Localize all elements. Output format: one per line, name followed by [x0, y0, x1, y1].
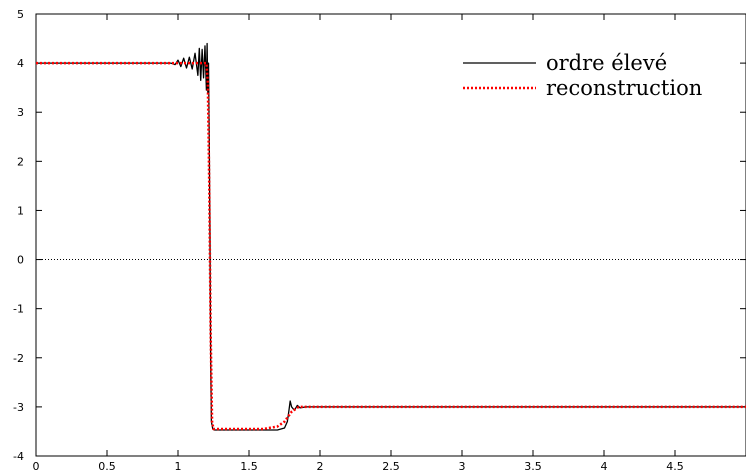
series-line-0: [36, 42, 746, 431]
x-tick-label-8: 4: [601, 460, 608, 473]
x-tick-label-4: 2: [317, 460, 324, 473]
series-layer: [36, 42, 746, 431]
x-tick-label-2: 1: [175, 460, 182, 473]
y-tick-label-3: -1: [13, 303, 24, 316]
y-tick-label-4: 0: [17, 254, 24, 267]
axis-tick-labels: 0 0.5 1 1.5 2 2.5 3 3.5 4 4.5 -4 -3 -2 -1 0 1 2 3 4 5: [13, 8, 684, 473]
y-tick-label-8: 4: [17, 57, 24, 70]
legend-label-ordre-eleve: ordre élevé: [546, 51, 667, 75]
x-tick-label-3: 1.5: [240, 460, 258, 473]
x-tick-label-6: 3: [459, 460, 466, 473]
y-tick-label-7: 3: [17, 106, 24, 119]
y-tick-label-2: -2: [13, 352, 24, 365]
x-tick-label-0: 0: [33, 460, 40, 473]
y-tick-label-0: -4: [13, 450, 24, 463]
y-tick-label-1: -3: [13, 401, 24, 414]
x-tick-label-7: 3.5: [524, 460, 542, 473]
y-tick-label-9: 5: [17, 8, 24, 21]
y-tick-label-6: 2: [17, 155, 24, 168]
x-tick-label-5: 2.5: [382, 460, 400, 473]
x-tick-label-9: 4.5: [666, 460, 684, 473]
y-tick-label-5: 1: [17, 204, 24, 217]
legend-label-reconstruction: reconstruction: [546, 76, 702, 100]
legend: ordre élevé reconstruction: [463, 51, 702, 100]
x-tick-label-1: 0.5: [98, 460, 116, 473]
series-line-1: [36, 61, 746, 431]
